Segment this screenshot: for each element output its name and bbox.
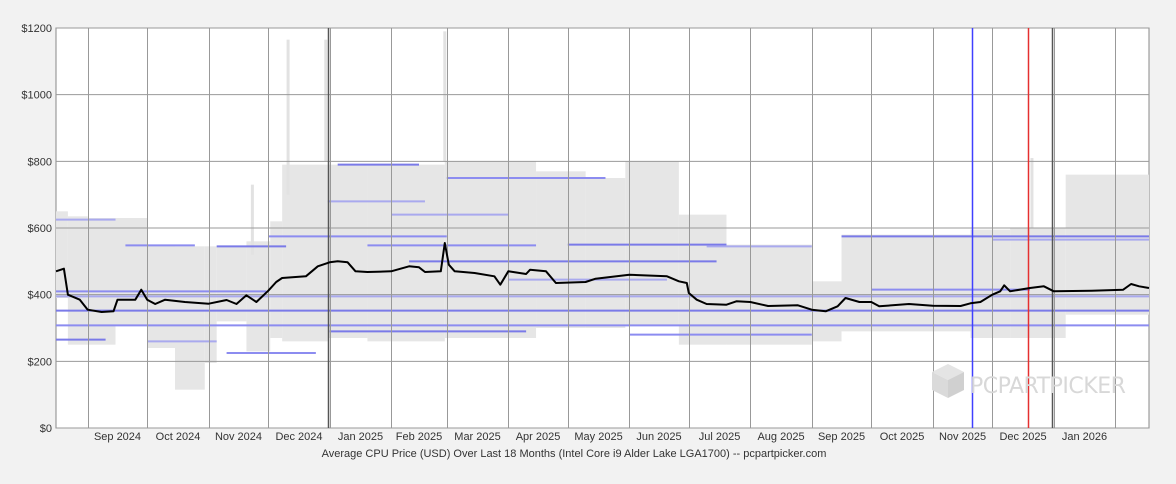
price-range-spike (250, 184, 254, 255)
x-tick-label: May 2025 (574, 431, 622, 443)
watermark-text: PCPARTPICKER (970, 374, 1126, 399)
price-range-band (216, 246, 247, 322)
x-tick-label: Jul 2025 (699, 431, 741, 443)
x-tick-label: Nov 2025 (939, 431, 986, 443)
x-tick-label: Apr 2025 (516, 431, 561, 443)
x-tick-label: Dec 2024 (275, 431, 322, 443)
x-tick-label: Feb 2025 (396, 431, 442, 443)
price-range-band (270, 221, 283, 338)
x-tick-label: Sep 2024 (94, 431, 141, 443)
grid-lines (56, 27, 1149, 429)
x-tick-label: Mar 2025 (454, 431, 500, 443)
y-tick-label: $1000 (21, 90, 52, 102)
average-price-line (55, 242, 1150, 313)
price-range-band (367, 164, 445, 342)
y-tick-label: $1200 (21, 23, 52, 35)
price-range-band (56, 211, 68, 298)
price-range-band (204, 246, 217, 363)
x-tick-label: Oct 2024 (156, 431, 201, 443)
price-range-band (87, 218, 116, 345)
y-axis-tick-labels: $0 $200 $400 $600 $800 $1000 $1200 (21, 23, 52, 435)
price-range-band (841, 234, 971, 332)
price-range-band (444, 161, 537, 338)
price-range-band (327, 164, 368, 338)
price-range-band (282, 164, 328, 342)
price-range-band (625, 161, 679, 325)
series-layer (55, 242, 1150, 313)
y-tick-label: $800 (28, 156, 52, 168)
y-tick-label: $200 (28, 356, 52, 368)
price-range-spike (443, 31, 447, 162)
price-range-spike (1030, 158, 1034, 228)
x-tick-label: Sep 2025 (818, 431, 865, 443)
x-tick-label: Jan 2026 (1062, 431, 1107, 443)
x-tick-label: Aug 2025 (757, 431, 804, 443)
price-range-bands (56, 31, 1149, 390)
price-range-band (175, 246, 205, 390)
vertical-markers (327, 28, 1054, 428)
price-range-band (1065, 174, 1149, 315)
y-tick-label: $400 (28, 290, 52, 302)
x-tick-label: Oct 2025 (880, 431, 925, 443)
price-range-spike (324, 39, 328, 162)
price-range-band (585, 178, 626, 328)
x-axis-tick-labels: Sep 2024 Oct 2024 Nov 2024 Dec 2024 Jan 2025… (94, 431, 1107, 443)
y-tick-label: $0 (40, 423, 52, 435)
pcpartpicker-logo-icon (932, 364, 964, 398)
price-range-band (970, 229, 1011, 338)
chart-caption: Average CPU Price (USD) Over Last 18 Mon… (322, 448, 827, 460)
y-tick-label: $600 (28, 223, 52, 235)
pcpartpicker-watermark: PCPARTPICKER (932, 364, 1126, 399)
price-range-band (536, 171, 586, 328)
price-range-band (67, 216, 88, 345)
x-tick-label: Jun 2025 (636, 431, 681, 443)
x-tick-label: Nov 2024 (215, 431, 262, 443)
x-tick-label: Dec 2025 (999, 431, 1046, 443)
price-range-band (678, 214, 727, 345)
price-range-band (115, 218, 148, 325)
price-range-spike (286, 39, 290, 195)
retailer-price-lines (56, 163, 1149, 354)
x-tick-label: Jan 2025 (338, 431, 383, 443)
price-range-band (1010, 228, 1066, 338)
